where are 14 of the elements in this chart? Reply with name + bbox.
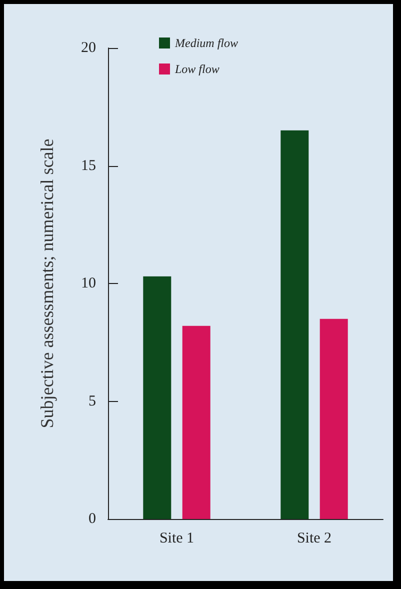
bar: [280, 130, 309, 519]
bar: [182, 326, 210, 519]
y-tick-label: 10: [81, 276, 96, 292]
bar: [143, 276, 172, 519]
y-tick-label: 20: [81, 40, 96, 56]
bar: [320, 318, 348, 519]
legend-label: Low flow: [174, 62, 220, 76]
y-tick-label: 15: [81, 158, 96, 174]
legend-label: Medium flow: [174, 36, 238, 50]
y-axis-title: Subjective assessments; numerical scale: [37, 138, 57, 428]
y-tick-label: 0: [88, 511, 96, 527]
x-tick-label: Site 1: [159, 530, 194, 546]
y-tick-label: 5: [88, 393, 96, 410]
x-tick-label: Site 2: [296, 530, 332, 546]
